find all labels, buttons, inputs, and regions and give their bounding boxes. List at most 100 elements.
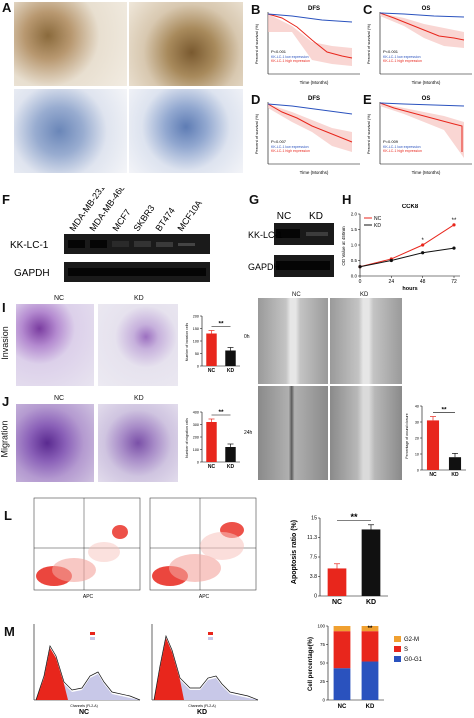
data-point [389,258,393,263]
cell-cycle-stacked-bar-chart: Cell percentage(%) 0 25 50 75 100 NC KD ** G2-M S… [308,624,423,711]
y-tick-label: 11.3 [307,535,317,541]
panel-label-d: D [251,92,261,107]
stacked-bar-segment [361,631,379,662]
migration-nc-label: NC [54,395,65,402]
lane-label: BT474 [153,206,176,233]
significance-label: ** [218,409,224,416]
tick-label: NC [208,464,216,470]
survival-xlabel: Time (Months) [300,80,329,85]
migration-time-label: 24h [244,430,253,436]
legend-label: G0-G1 [404,657,423,663]
legend-swatch [394,656,401,662]
bar [426,420,440,470]
lane-label: KD [309,211,323,222]
survival-xlabel: Time (Months) [300,170,329,175]
flow-axis-label: APC [83,594,94,600]
apoptosis-ylabel: Apoptosis ratio (%) [291,520,298,584]
bar [206,333,217,366]
survival-low: KK-LC-1 low expression [271,55,309,59]
significance-label: ** [218,321,224,328]
bar [361,529,381,596]
invasion-side-label: Invasion [0,326,10,360]
bar [206,422,217,462]
data-point [358,265,362,269]
invasion-nc-label: NC [54,295,65,302]
bar [327,568,347,596]
tick-label: KD [451,472,459,478]
panel-label-c: C [363,2,373,17]
significance-label: * [421,238,424,244]
lane-label: MCF7 [110,207,132,233]
cell-cycle-histogram-kd: KD Channels (FL2-A) [151,624,259,716]
y-tick-label: 40 [415,405,419,409]
legend-label: NC [374,216,382,222]
ihc-image-high-high-mag [129,2,243,86]
blot-row-label: GAPDH [248,262,280,272]
panel-label-l: L [4,508,12,523]
bar [225,447,236,462]
tick-label: KD [366,704,375,710]
y-tick-label: 150 [193,327,199,331]
wound-nc-label: NC [292,292,301,298]
migration-image-kd [98,404,178,482]
survival-p: P<0.001 [383,49,399,54]
y-tick-label: 20 [415,437,419,441]
data-point [452,223,456,227]
y-tick-label: 7.5 [310,555,317,561]
y-tick-label: 1.5 [351,227,358,232]
survival-plot-b: DFS P<0.001 KK-LC-1 low expression KK-LC… [254,6,360,85]
wound-kd-label: KD [360,292,369,298]
y-tick-label: 25 [320,679,326,684]
ihc-image-low-high-mag [129,89,243,173]
survival-p: P=0.009 [383,139,399,144]
cell-cycle-ylabel: Cell percentage(%) [308,637,314,691]
wound-image-kd-0h [330,298,402,384]
invasion-kd-label: KD [134,295,144,302]
panel-label-m: M [4,624,15,639]
legend-swatch [394,636,401,642]
bar [448,457,462,470]
legend-label: KD [374,223,381,229]
data-point [421,251,425,255]
panel-label-f: F [2,192,10,207]
lane-label: MCF10A [175,198,204,233]
survival-title: OS [422,96,431,102]
stacked-bar-segment [361,661,379,700]
migration-kd-label: KD [134,395,144,402]
tick-label: NC [208,368,216,374]
ihc-image-low-low-mag [14,89,127,173]
y-tick-label: 100 [193,448,199,452]
x-tick-label: 48 [420,279,426,285]
tick-label: NC [338,704,347,710]
y-tick-label: 100 [317,624,325,629]
data-point [421,243,425,247]
series-line [359,224,455,268]
bar [225,350,236,366]
significance-label: ** [350,512,358,522]
stacked-bar-segment [333,626,351,632]
migration-image-nc [16,404,94,482]
y-tick-label: 15 [311,516,317,522]
cell-cycle-kd-label: KD [197,709,207,716]
flow-scatter-kd: APC [149,497,257,600]
wound-image-kd-24h [330,386,402,480]
x-tick-label: 72 [451,279,457,285]
invasion-image-kd [98,304,178,386]
y-tick-label: 200 [193,315,199,319]
survival-high: KK-LC-1 high expression [383,59,422,63]
survival-p: P=0.007 [271,139,287,144]
tick-label: NC [429,472,437,478]
cell-cycle-axis-label: Channels (FL2-A) [70,704,98,708]
survival-ylabel: Percent of survival (%) [254,23,259,64]
stacked-bar-segment [333,668,351,700]
survival-plot-e: OS P=0.009 KK-LC-1 low expression KK-LC-… [366,96,472,175]
wound-image-nc-24h [258,386,328,480]
survival-high: KK-LC-1 high expression [271,59,310,63]
panel-label-g: G [249,192,260,207]
panel-label-b: B [251,2,261,17]
y-tick-label: 0 [314,594,317,600]
western-blot-f: MDA-MB-231 MDA-MB-468 MCF7 SKBR3 BT474 M… [10,188,210,282]
migration-bar-chart: Number of migration cells 24h NC KD 0 100 20… [185,409,253,470]
tick-label: NC [332,599,342,606]
lane-label: SKBR3 [131,203,156,233]
